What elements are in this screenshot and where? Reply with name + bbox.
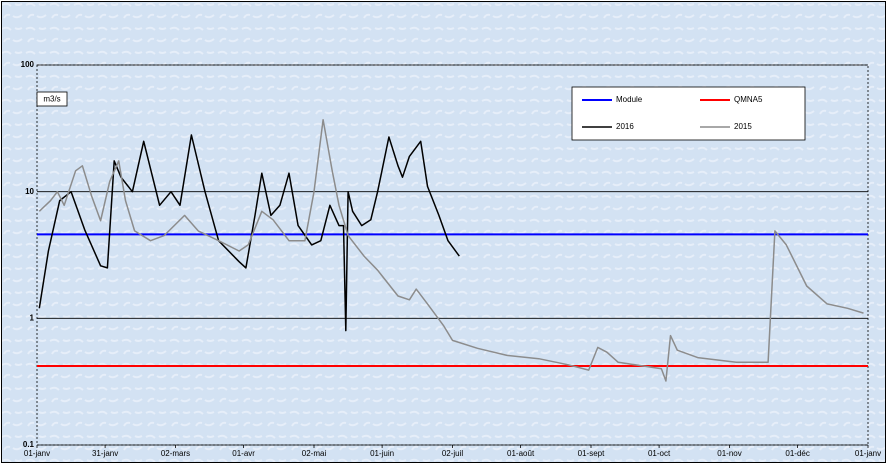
x-tick-label: 02-mars [161,449,190,458]
y-tick-label: 1 [30,313,35,322]
plot-border [36,64,869,446]
y-label-box [36,91,68,107]
x-tick-label: 01-déc [785,449,809,458]
series-line [38,118,864,382]
x-tick-label: 02-juil [442,449,464,458]
x-tick-label: 02-mai [302,449,327,458]
y-tick-label: 10 [25,187,34,196]
y-tick-label: 0.1 [23,440,35,449]
x-tick-label: 01-juin [370,449,394,458]
x-tick-label: 01-janv [24,449,50,458]
legend-label: QMNA5 [734,95,763,104]
x-tick-label: 01-janv [855,449,881,458]
x-tick-label: 01-sept [578,449,605,458]
legend-box [571,86,806,141]
x-tick-label: 01-août [507,449,535,458]
x-tick-label: 31-janv [92,449,118,458]
y-tick-label: 100 [21,60,35,69]
x-tick-label: 01-avr [232,449,255,458]
y-axis-label: m3/s [43,95,60,104]
plot-area [36,64,869,448]
legend-label: Module [616,95,643,104]
x-tick-label: 01-oct [648,449,671,458]
legend-label: 2016 [616,122,634,131]
x-tick-label: 01-nov [717,449,741,458]
legend-label: 2015 [734,122,752,131]
